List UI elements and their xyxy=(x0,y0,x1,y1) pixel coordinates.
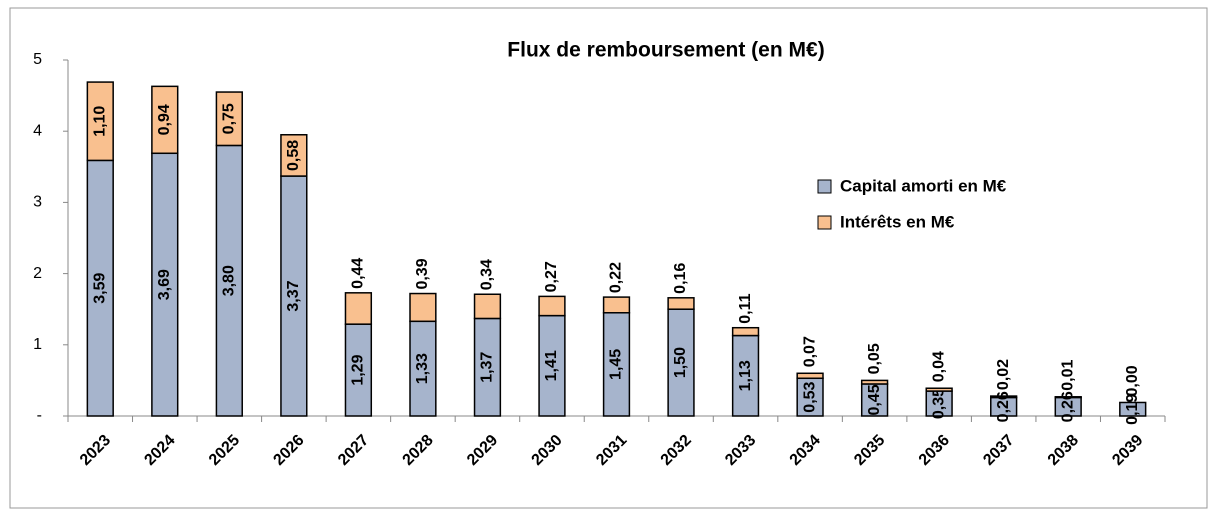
x-tick-label: 2026 xyxy=(270,432,307,469)
bar-segment xyxy=(473,293,502,320)
bar-segment xyxy=(538,295,566,317)
y-tick-label: 3 xyxy=(33,194,42,211)
data-label: 0,94 xyxy=(156,104,173,135)
data-label: 0,19 xyxy=(1124,394,1141,425)
x-tick-label: 2038 xyxy=(1045,432,1082,469)
bar-segment xyxy=(86,81,114,162)
data-label: 0,05 xyxy=(866,343,883,374)
data-label: 3,59 xyxy=(91,273,108,304)
data-label: 0,16 xyxy=(672,263,689,294)
x-tick-label: 2027 xyxy=(335,432,372,469)
data-label: 0,58 xyxy=(285,140,302,171)
bar-segment xyxy=(344,292,373,325)
data-label: 0,22 xyxy=(608,262,625,293)
x-tick-label: 2033 xyxy=(722,432,759,469)
data-label: 0,00 xyxy=(1124,365,1141,396)
data-label: 1,13 xyxy=(737,360,754,391)
bar-segment xyxy=(215,91,243,147)
y-tick-label: - xyxy=(37,407,42,424)
legend-swatch xyxy=(817,215,832,230)
bar-segment xyxy=(538,314,566,417)
data-label: 0,07 xyxy=(801,336,818,367)
x-tick-label: 2025 xyxy=(206,432,243,469)
data-label: 0,39 xyxy=(414,258,431,289)
bar-segment xyxy=(796,372,824,380)
legend-label: Capital amorti en M€ xyxy=(840,176,1007,195)
x-tick-label: 2037 xyxy=(980,432,1017,469)
y-tick-label: 5 xyxy=(33,51,42,68)
data-label: 1,37 xyxy=(479,352,496,383)
bar-segment xyxy=(86,159,114,417)
data-label: 1,50 xyxy=(672,347,689,378)
bar-segment xyxy=(860,379,889,385)
bar-segment xyxy=(602,312,631,417)
data-label: 0,27 xyxy=(543,261,560,292)
bar-segment xyxy=(1119,401,1147,417)
x-tick-label: 2036 xyxy=(916,432,953,469)
x-tick-label: 2031 xyxy=(593,432,630,469)
data-label: 0,34 xyxy=(479,259,496,290)
x-tick-label: 2028 xyxy=(400,432,437,469)
bar-segment xyxy=(990,395,1018,399)
data-label: 1,41 xyxy=(543,350,560,381)
data-label: 0,75 xyxy=(221,103,238,134)
data-label: 0,01 xyxy=(1059,360,1076,391)
bar-segment xyxy=(151,152,179,417)
bar-segment xyxy=(215,144,243,417)
bar-segment xyxy=(667,308,695,417)
x-tick-label: 2035 xyxy=(851,432,888,469)
data-label: 0,44 xyxy=(350,258,367,289)
x-tick-label: 2032 xyxy=(658,432,695,469)
y-tick-label: 4 xyxy=(33,122,42,139)
x-tick-label: 2029 xyxy=(464,432,501,469)
y-tick-label: 2 xyxy=(33,265,42,282)
bar-segment xyxy=(731,326,760,337)
data-label: 1,10 xyxy=(91,106,108,137)
bar-segment xyxy=(667,297,695,310)
legend-label: Intérêts en M€ xyxy=(840,212,955,231)
data-label: 0,35 xyxy=(930,388,947,419)
chart-frame xyxy=(9,7,1208,509)
data-label: 0,45 xyxy=(866,384,883,415)
data-label: 0,26 xyxy=(995,391,1012,422)
data-label: 0,11 xyxy=(737,293,754,323)
x-tick-label: 2024 xyxy=(141,432,178,469)
chart-title: Flux de remboursement (en M€) xyxy=(507,39,824,62)
bar-segment xyxy=(344,323,373,417)
data-label: 3,80 xyxy=(221,265,238,296)
bar-segment xyxy=(151,85,179,155)
bar-segment xyxy=(280,134,308,177)
bar-segment xyxy=(1054,396,1082,399)
data-label: 3,37 xyxy=(285,280,302,311)
y-tick-label: 1 xyxy=(33,336,42,353)
bar-segment xyxy=(409,320,437,417)
data-label: 0,02 xyxy=(995,359,1012,390)
bar-segment xyxy=(473,317,502,417)
data-label: 0,26 xyxy=(1059,391,1076,422)
x-tick-label: 2039 xyxy=(1109,432,1146,469)
data-label: 0,53 xyxy=(801,381,818,412)
x-tick-label: 2023 xyxy=(77,432,114,469)
data-label: 0,04 xyxy=(930,351,947,382)
x-tick-label: 2030 xyxy=(529,432,566,469)
legend-swatch xyxy=(817,179,832,194)
x-tick-label: 2034 xyxy=(787,432,824,469)
data-label: 1,29 xyxy=(350,354,367,385)
bar-segment xyxy=(602,296,631,314)
bar-segment xyxy=(925,387,953,392)
bar-segment xyxy=(925,390,953,417)
bar-segment xyxy=(280,175,308,417)
data-label: 1,45 xyxy=(608,349,625,380)
bar-segment xyxy=(409,292,437,323)
data-label: 1,33 xyxy=(414,353,431,384)
data-label: 3,69 xyxy=(156,269,173,300)
